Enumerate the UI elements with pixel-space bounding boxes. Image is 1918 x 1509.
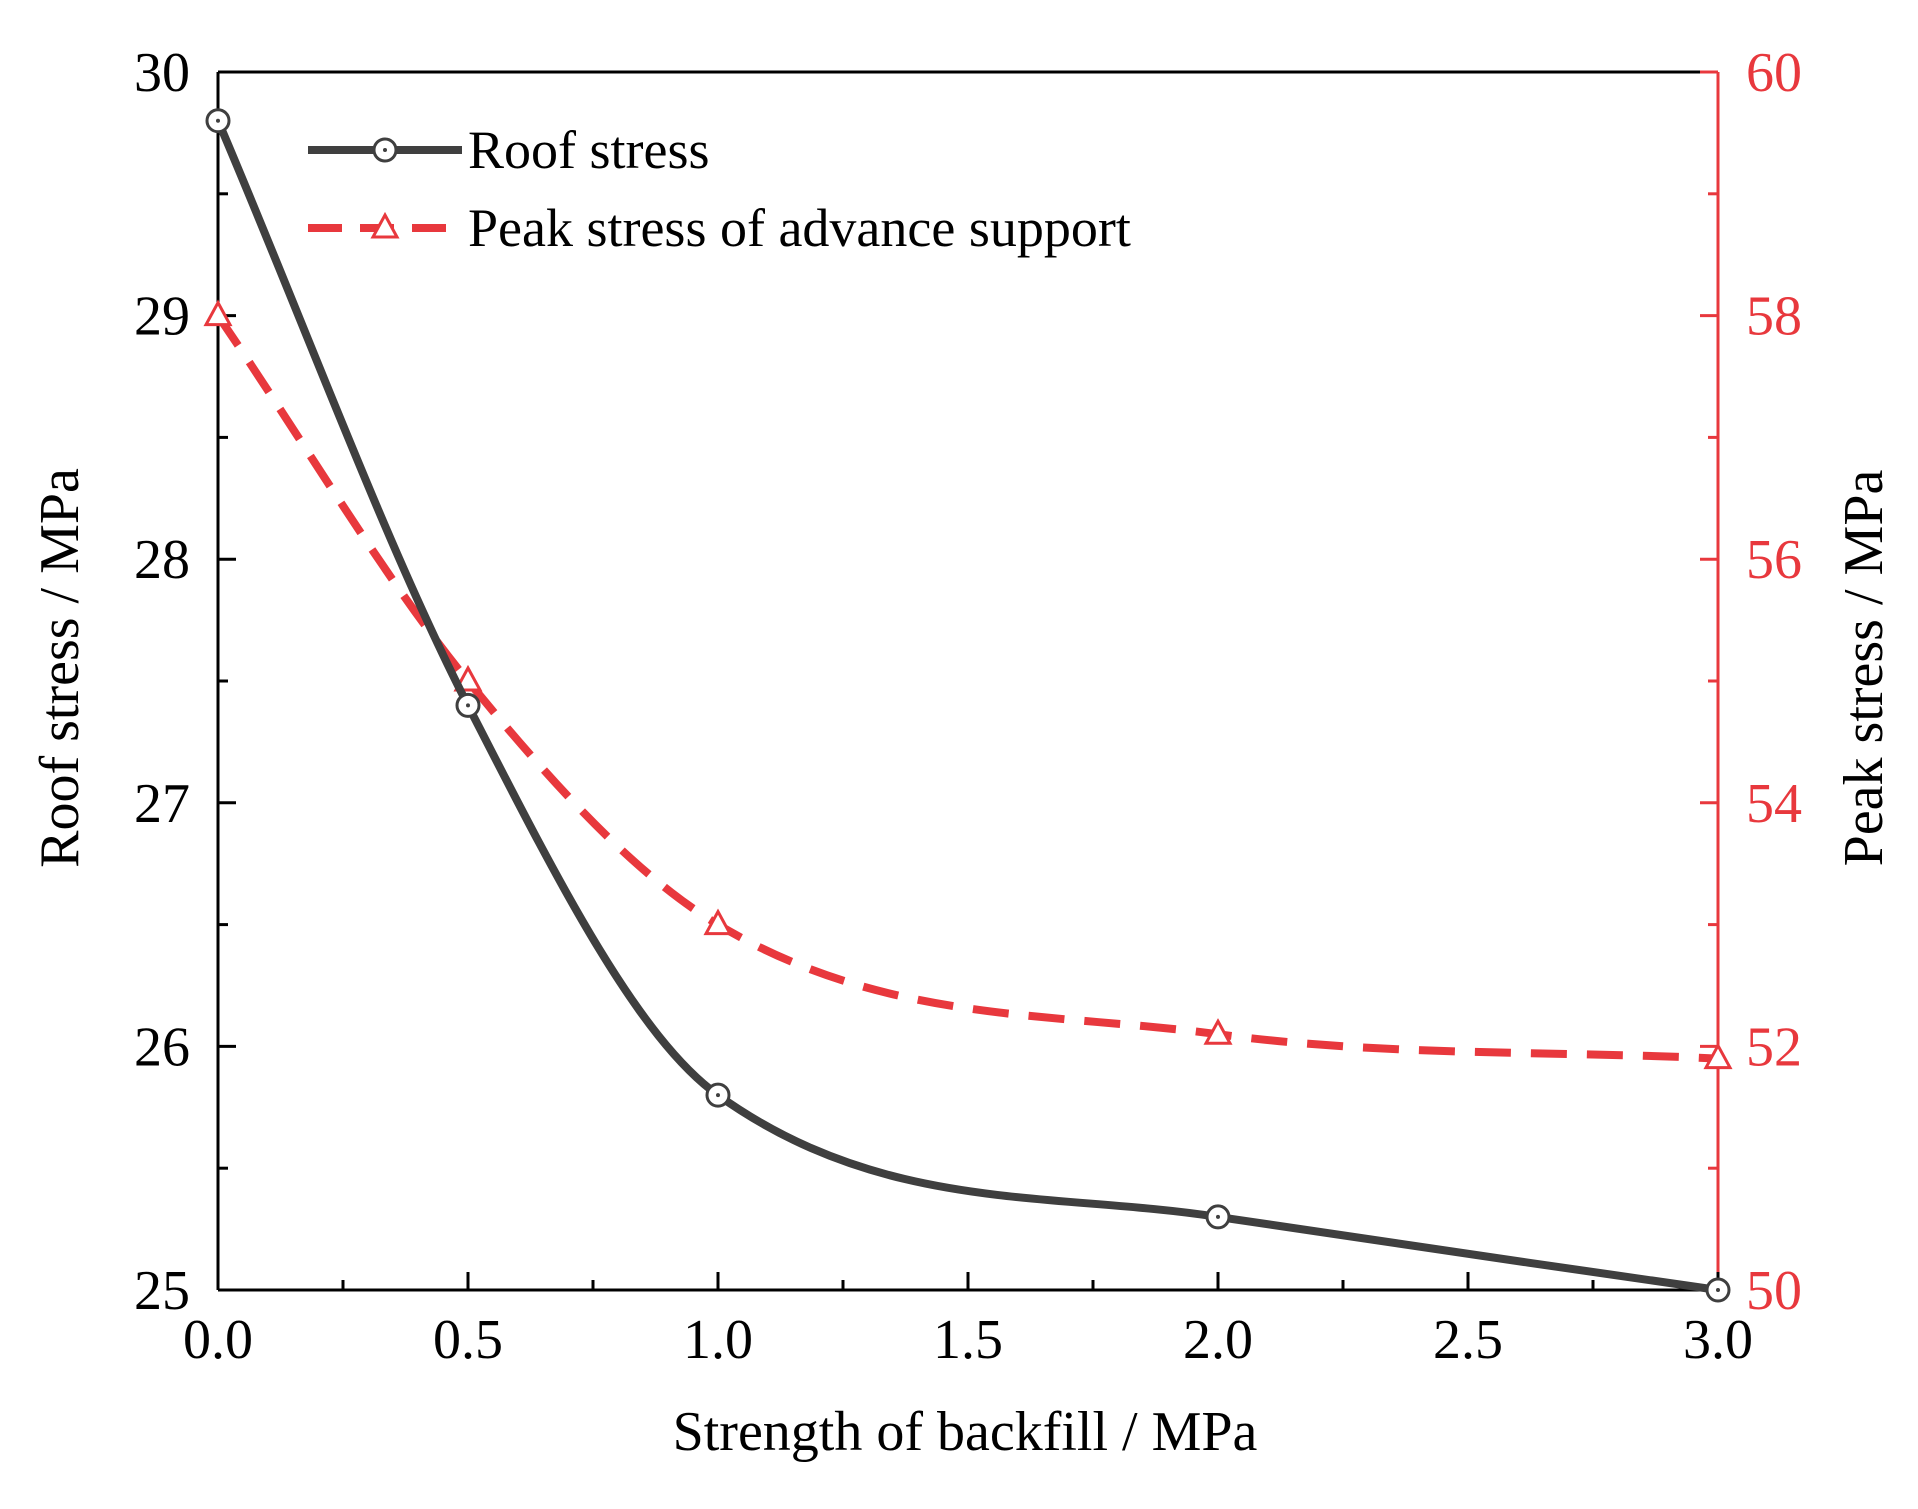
y-right-tick-label: 56: [1746, 529, 1802, 591]
x-axis: 0.0 0.5 1.0 1.5 2.0 2.5 3.0: [183, 1272, 1753, 1371]
y-right-tick-label: 52: [1746, 1016, 1802, 1078]
x-tick-label: 2.5: [1433, 1309, 1503, 1371]
data-point-roof-stress-dot: [1716, 1288, 1720, 1292]
y-left-axis: 25 26 27 28 29 30: [134, 42, 236, 1322]
y-left-tick-label: 25: [134, 1260, 190, 1322]
x-tick-label: 2.0: [1183, 1309, 1253, 1371]
y-right-tick-label: 54: [1746, 773, 1802, 835]
data-point-roof-stress-dot: [1216, 1214, 1220, 1219]
y-left-tick-label: 30: [134, 42, 190, 104]
y-left-tick-label: 27: [134, 773, 190, 835]
legend-label-peak-stress: Peak stress of advance support: [468, 198, 1131, 258]
x-axis-title: Strength of backfill / MPa: [673, 1401, 1258, 1463]
legend-marker-triangle: [370, 211, 400, 239]
data-point-peak-stress: [703, 908, 733, 936]
x-tick-label: 1.0: [683, 1309, 753, 1371]
y-left-tick-label: 26: [134, 1016, 190, 1078]
legend: Roof stress Peak stress of advance suppo…: [308, 120, 1131, 258]
y-right-tick-label: 50: [1746, 1260, 1802, 1322]
y-right-axis: 50 52 54 56 58 60: [1700, 42, 1802, 1322]
x-tick-label: 3.0: [1683, 1309, 1753, 1371]
data-point-roof-stress-dot: [216, 118, 220, 123]
series-line-roof-stress: [214, 119, 1719, 1294]
y-right-tick-label: 60: [1746, 42, 1802, 104]
x-tick-label: 0.5: [433, 1309, 503, 1371]
series-layer: [203, 108, 1733, 1303]
legend-marker-dot: [383, 148, 387, 152]
y-right-axis-title: Peak stress / MPa: [1833, 470, 1895, 867]
y-left-tick-label: 29: [134, 286, 190, 348]
data-point-peak-stress: [1703, 1042, 1733, 1070]
y-right-tick-label: 58: [1746, 286, 1802, 348]
x-tick-label: 1.5: [933, 1309, 1003, 1371]
data-point-peak-stress: [203, 299, 233, 327]
x-tick-label: 0.0: [183, 1309, 253, 1371]
y-left-axis-title: Roof stress / MPa: [29, 468, 91, 868]
legend-label-roof-stress: Roof stress: [468, 120, 710, 180]
legend-item-roof-stress: Roof stress: [308, 120, 710, 180]
data-point-roof-stress-dot: [716, 1093, 720, 1098]
data-point-peak-stress: [1203, 1018, 1233, 1045]
legend-item-peak-stress: Peak stress of advance support: [308, 198, 1131, 258]
data-point-peak-stress: [453, 664, 483, 692]
data-point-roof-stress-dot: [466, 703, 470, 708]
y-left-tick-label: 28: [134, 529, 190, 591]
series-line-peak-stress: [214, 313, 1719, 1063]
